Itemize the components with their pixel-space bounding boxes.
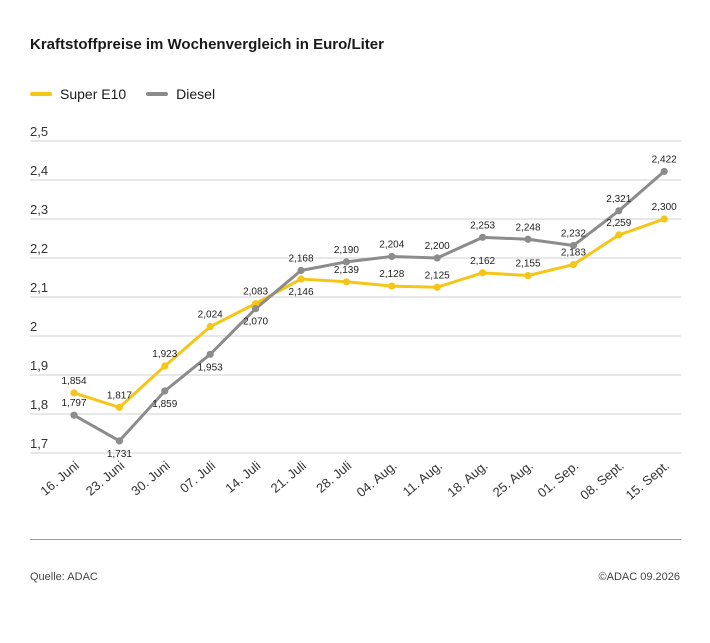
data-point-super-e10 — [161, 362, 169, 370]
legend-swatch-super-e10 — [30, 92, 52, 96]
y-tick-label: 2,1 — [30, 280, 48, 295]
source-note: Quelle: ADAC — [30, 571, 98, 583]
data-label-diesel: 2,204 — [379, 239, 404, 250]
data-label-diesel: 2,168 — [288, 253, 313, 264]
data-point-diesel — [297, 266, 305, 275]
x-tick-label: 07. Juli — [177, 458, 218, 496]
data-label-diesel: 2,200 — [425, 241, 450, 252]
data-point-super-e10 — [479, 269, 487, 277]
data-label-diesel: 2,321 — [606, 194, 631, 205]
series-line-super-e10 — [72, 217, 666, 409]
y-tick-label: 2,4 — [30, 163, 48, 178]
data-label-super-e10: 2,146 — [288, 287, 313, 298]
y-tick-label: 2 — [30, 319, 37, 334]
data-point-diesel — [70, 411, 78, 419]
data-point-diesel — [252, 305, 260, 313]
x-tick-label: 01. Sep. — [535, 458, 582, 501]
data-point-diesel — [206, 350, 214, 358]
data-point-super-e10 — [433, 283, 441, 291]
data-point-super-e10 — [297, 275, 305, 283]
data-label-super-e10: 2,125 — [425, 270, 450, 281]
data-point-diesel — [660, 167, 668, 176]
x-axis-ticks: 16. Juni 23. Juni 30. Juni 07. Juli 14. Juli… — [37, 458, 672, 503]
legend-label-diesel: Diesel — [176, 86, 216, 102]
data-point-super-e10 — [252, 300, 260, 308]
data-label-super-e10: 2,183 — [561, 248, 586, 259]
data-point-diesel — [161, 387, 169, 395]
y-axis-ticks: 1,7 1,8 1,9 2 2,1 2,2 2,3 2,4 2,5 — [30, 124, 48, 451]
copyright-note: ©ADAC 09.2026 — [598, 571, 681, 583]
data-point-diesel — [342, 258, 350, 266]
series-lines — [70, 167, 668, 445]
x-tick-label: 30. Juni — [128, 458, 173, 499]
data-point-diesel — [388, 252, 396, 261]
data-point-super-e10 — [70, 389, 78, 397]
x-tick-label: 15. Sept. — [623, 458, 673, 503]
data-point-super-e10 — [388, 282, 396, 290]
data-label-super-e10: 2,139 — [334, 265, 359, 276]
data-label-diesel: 2,253 — [470, 220, 495, 231]
data-label-super-e10: 2,128 — [379, 269, 404, 280]
data-point-super-e10 — [342, 278, 350, 286]
data-label-super-e10: 2,024 — [198, 310, 223, 321]
data-point-super-e10 — [115, 403, 123, 411]
y-tick-label: 2,2 — [30, 241, 48, 256]
data-label-diesel: 2,190 — [334, 245, 359, 256]
y-tick-label: 2,5 — [30, 124, 48, 139]
y-tick-label: 2,3 — [30, 202, 48, 217]
data-label-diesel: 2,248 — [515, 222, 540, 233]
legend-item-diesel: Diesel — [146, 86, 215, 102]
data-label-diesel: 2,070 — [243, 317, 268, 328]
data-point-super-e10 — [615, 231, 623, 239]
x-tick-label: 14. Juli — [222, 458, 263, 496]
data-label-super-e10: 1,923 — [152, 349, 177, 360]
data-label-diesel: 2,422 — [652, 154, 677, 165]
legend-swatch-diesel — [146, 92, 169, 96]
data-label-super-e10: 2,083 — [243, 287, 268, 298]
footer-divider — [30, 539, 681, 540]
x-tick-label: 04. Aug. — [354, 458, 400, 500]
chart-title: Kraftstoffpreise im Wochenvergleich in E… — [30, 36, 384, 53]
y-tick-label: 1,9 — [30, 358, 48, 373]
x-tick-label: 21. Juli — [268, 458, 309, 496]
chart-legend: Super E10 Diesel — [30, 86, 215, 102]
data-label-diesel: 1,953 — [198, 362, 223, 373]
grid-lines — [30, 140, 681, 454]
x-tick-label: 08. Sept. — [577, 458, 627, 503]
x-tick-label: 11. Aug. — [400, 458, 445, 500]
data-label-super-e10: 1,854 — [61, 376, 86, 387]
data-point-diesel — [569, 241, 578, 250]
data-label-super-e10: 1,817 — [107, 390, 132, 401]
data-point-diesel — [433, 254, 441, 262]
data-point-super-e10 — [660, 215, 668, 223]
data-labels: 1,854 1,817 1,923 2,024 2,083 2,146 2,139 2,128… — [61, 154, 677, 459]
x-tick-label: 16. Juni — [37, 458, 82, 499]
x-tick-label: 25. Aug. — [490, 458, 536, 500]
x-tick-label: 28. Juli — [313, 458, 354, 496]
series-line-diesel — [72, 169, 666, 443]
data-label-super-e10: 2,259 — [606, 218, 631, 229]
data-point-diesel — [479, 233, 487, 241]
data-point-diesel — [524, 235, 532, 243]
data-point-super-e10 — [524, 271, 532, 280]
data-point-diesel — [615, 207, 623, 215]
data-label-super-e10: 2,300 — [652, 202, 677, 213]
data-point-diesel — [115, 437, 123, 445]
data-label-super-e10: 2,162 — [470, 256, 495, 267]
data-label-diesel: 1,859 — [152, 399, 177, 410]
x-tick-label: 23. Juni — [83, 458, 128, 499]
data-label-diesel: 2,232 — [561, 229, 586, 240]
data-point-super-e10 — [206, 323, 214, 331]
data-label-super-e10: 2,155 — [515, 259, 540, 270]
data-label-diesel: 1,797 — [61, 398, 86, 409]
y-tick-label: 1,8 — [30, 397, 48, 412]
data-label-diesel: 1,731 — [107, 449, 132, 460]
data-point-super-e10 — [569, 261, 578, 269]
legend-label-super-e10: Super E10 — [60, 86, 127, 102]
legend-item-super-e10: Super E10 — [30, 86, 126, 102]
y-tick-label: 1,7 — [30, 436, 48, 451]
x-tick-label: 18. Aug. — [444, 458, 490, 500]
